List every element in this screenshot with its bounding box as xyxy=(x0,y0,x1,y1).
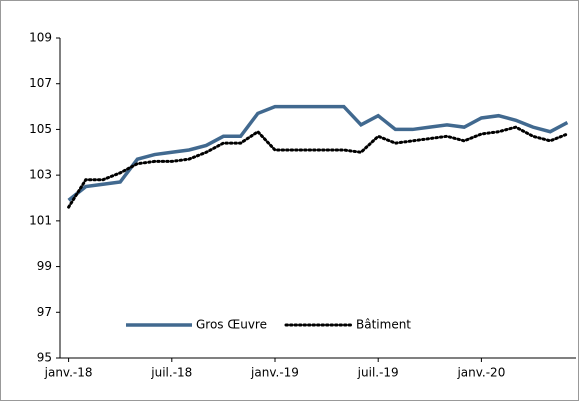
y-tick-label: 105 xyxy=(29,122,52,136)
y-tick-label: 99 xyxy=(37,259,52,273)
x-tick-label: janv.-19 xyxy=(250,366,299,380)
x-tick-label: janv.-20 xyxy=(456,366,505,380)
y-tick-label: 97 xyxy=(37,305,52,319)
x-tick-label: janv.-18 xyxy=(44,366,93,380)
legend-label: Gros Œuvre xyxy=(196,318,267,332)
legend-label: Bâtiment xyxy=(356,318,411,332)
y-tick-label: 109 xyxy=(29,31,52,45)
x-tick-label: juil.-19 xyxy=(357,366,399,380)
x-tick-label: juil.-18 xyxy=(150,366,192,380)
line-series xyxy=(67,125,569,209)
y-tick-label: 101 xyxy=(29,213,52,227)
y-tick-label: 95 xyxy=(37,351,52,365)
y-tick-label: 103 xyxy=(29,168,52,182)
line-series xyxy=(67,104,569,202)
y-tick-label: 107 xyxy=(29,76,52,90)
